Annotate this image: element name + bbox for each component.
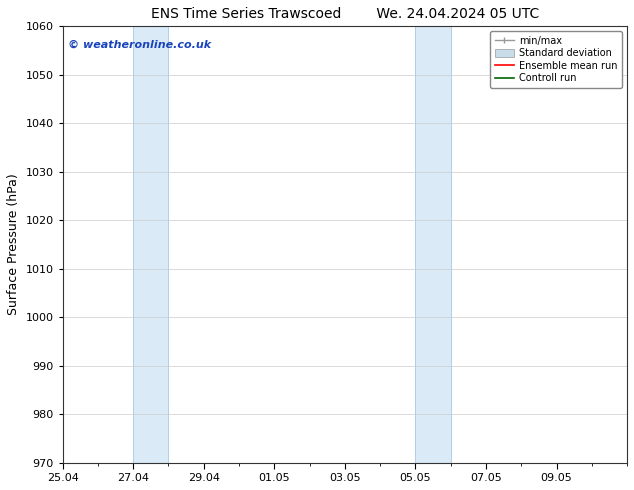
Bar bbox=[133, 26, 169, 463]
Legend: min/max, Standard deviation, Ensemble mean run, Controll run: min/max, Standard deviation, Ensemble me… bbox=[489, 31, 622, 88]
Bar bbox=[415, 26, 451, 463]
Y-axis label: Surface Pressure (hPa): Surface Pressure (hPa) bbox=[7, 173, 20, 316]
Title: ENS Time Series Trawscoed        We. 24.04.2024 05 UTC: ENS Time Series Trawscoed We. 24.04.2024… bbox=[151, 7, 539, 21]
Text: © weatheronline.co.uk: © weatheronline.co.uk bbox=[68, 39, 211, 49]
